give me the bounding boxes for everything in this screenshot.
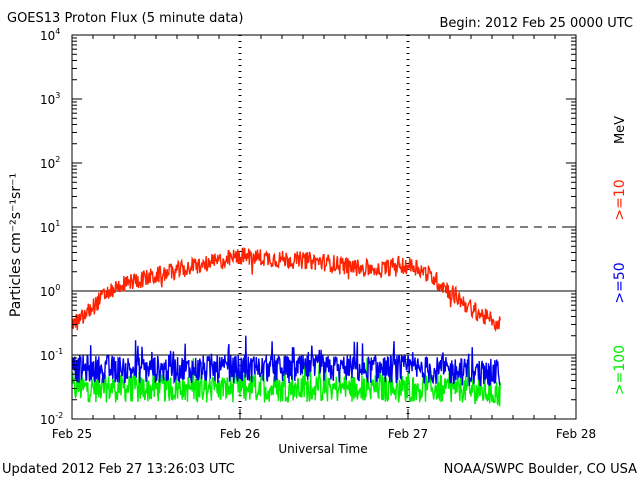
series-line-1	[71, 335, 501, 387]
footer-credit: NOAA/SWPC Boulder, CO USA	[444, 462, 637, 477]
x-tick-label-2: Feb 27	[388, 427, 428, 441]
legend-entry-0: >=10	[612, 179, 628, 220]
y-tick-label-5: 10-1	[40, 347, 63, 363]
y-tick-label-2: 102	[40, 155, 60, 171]
x-tick-label-1: Feb 26	[220, 427, 260, 441]
legend-unit-label: MeV	[613, 116, 628, 144]
y-tick-label-1: 103	[40, 91, 60, 107]
series-line-0	[71, 247, 501, 333]
y-tick-label-3: 101	[40, 219, 60, 235]
footer-updated: Updated 2012 Feb 27 13:26:03 UTC	[2, 462, 235, 477]
chart-title: GOES13 Proton Flux (5 minute data)	[7, 11, 243, 26]
y-tick-label-0: 104	[40, 27, 60, 43]
begin-label: Begin: 2012 Feb 25 0000 UTC	[439, 16, 633, 31]
legend-entry-1: >=50	[612, 262, 628, 303]
x-tick-label-3: Feb 28	[556, 427, 596, 441]
x-tick-label-0: Feb 25	[52, 427, 92, 441]
y-tick-label-4: 100	[40, 283, 60, 299]
y-axis-label: Particles cm⁻²s⁻¹sr⁻¹	[8, 173, 24, 317]
legend-entry-2: >=100	[612, 345, 628, 395]
x-axis-label: Universal Time	[278, 442, 367, 456]
y-tick-label-6: 10-2	[40, 411, 63, 427]
